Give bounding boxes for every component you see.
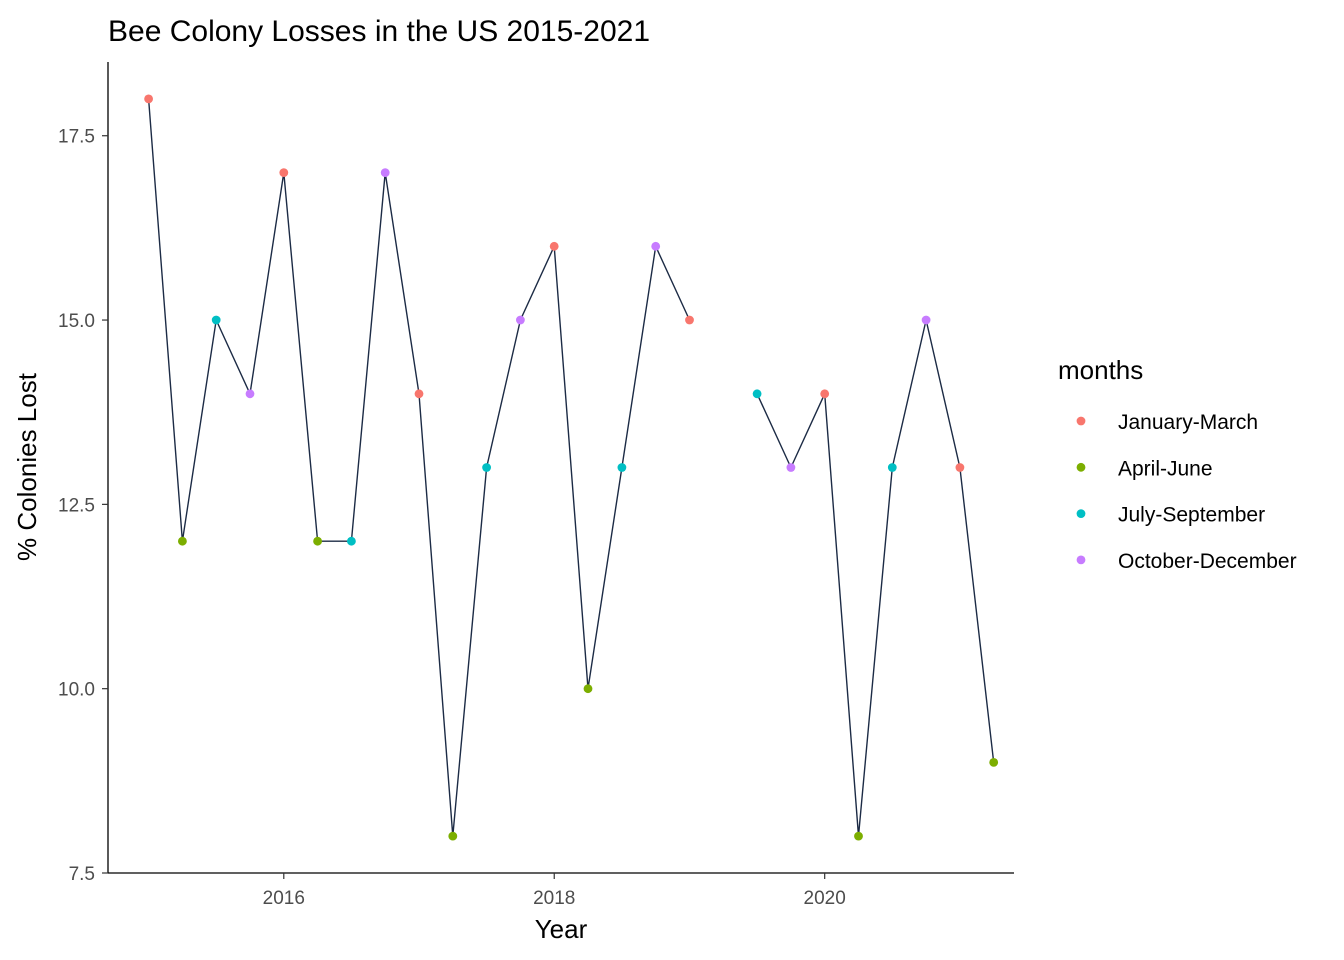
legend-label: October-December [1118, 550, 1297, 573]
legend: months January-March April-June July-Septe… [1058, 355, 1297, 573]
legend-title: months [1058, 355, 1143, 385]
legend-label: April-June [1118, 457, 1213, 480]
chart-title: Bee Colony Losses in the US 2015-2021 [108, 15, 650, 48]
data-point [820, 389, 830, 399]
data-point [211, 315, 221, 325]
data-point [313, 536, 322, 546]
y-axis-title: % Colonies Lost [12, 372, 42, 561]
y-tick-label: 15.0 [58, 311, 95, 332]
data-point [245, 389, 255, 399]
data-point [516, 315, 525, 325]
data-point [887, 463, 897, 472]
x-axis-ticks: 2016 2018 2020 [263, 873, 846, 909]
y-axis-ticks: 7.5 10.0 12.5 15.0 17.5 [58, 127, 108, 885]
data-point [685, 315, 694, 325]
data-point [448, 831, 458, 841]
data-point [549, 241, 559, 251]
data-point [786, 463, 796, 472]
x-tick-label: 2018 [533, 888, 575, 909]
data-point [178, 536, 187, 546]
y-tick-label: 17.5 [58, 127, 95, 148]
data-point [752, 389, 762, 399]
y-tick-label: 12.5 [58, 495, 95, 516]
y-tick-label: 10.0 [58, 680, 95, 701]
y-tick-label: 7.5 [69, 864, 95, 885]
legend-key [1076, 509, 1086, 518]
data-point [380, 168, 390, 178]
x-axis-title: Year [535, 914, 588, 944]
x-tick-label: 2020 [804, 888, 846, 909]
data-point [651, 241, 661, 251]
data-point [921, 315, 931, 325]
legend-key [1076, 416, 1086, 426]
legend-key [1076, 555, 1086, 565]
data-point [482, 463, 491, 472]
data-point [414, 389, 424, 399]
data-point [279, 168, 289, 178]
legend-label: January-March [1118, 411, 1258, 434]
series-line-1 [147, 98, 691, 837]
data-point [347, 536, 356, 546]
x-tick-label: 2016 [263, 888, 305, 909]
data-point [989, 758, 999, 767]
series-line-2 [756, 319, 995, 837]
legend-key [1076, 462, 1086, 472]
data-point [617, 463, 627, 472]
data-point [583, 684, 593, 694]
legend-label: July-September [1118, 504, 1265, 527]
data-point [144, 94, 154, 104]
plot-area [144, 94, 999, 841]
data-point [854, 831, 863, 841]
data-point [955, 463, 965, 472]
